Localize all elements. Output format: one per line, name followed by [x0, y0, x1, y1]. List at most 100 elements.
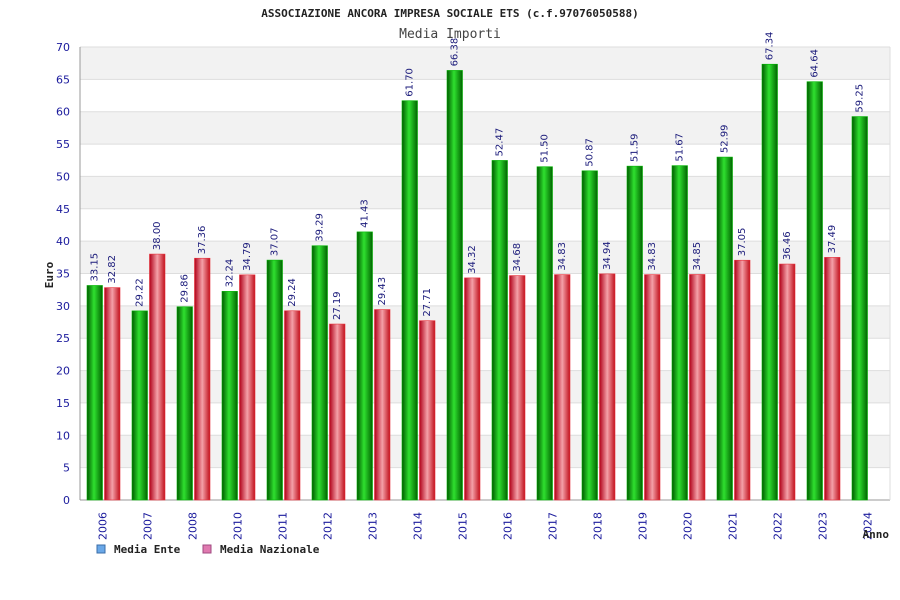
- x-tick-label: 2007: [142, 512, 155, 540]
- bar-media-nazionale: [284, 310, 301, 501]
- y-tick-label: 65: [56, 73, 70, 86]
- x-tick-label: 2017: [547, 512, 560, 540]
- value-label: 34.94: [602, 241, 613, 270]
- x-tick-label: 2016: [502, 512, 515, 540]
- bar-media-nazionale: [689, 274, 706, 501]
- x-axis-ticks: 2006 2007 2008 2010 2011 2012 2013 2014 2015 2016…: [97, 512, 875, 540]
- bar-media-nazionale: [329, 323, 346, 501]
- x-tick-label: 2024: [862, 512, 875, 540]
- bar-media-nazionale: [509, 275, 526, 501]
- value-label: 38.00: [152, 221, 163, 250]
- bar-media-nazionale: [554, 274, 571, 501]
- y-tick-label: 45: [56, 203, 70, 216]
- value-label: 59.25: [855, 84, 866, 113]
- x-tick-label: 2010: [232, 512, 245, 540]
- value-labels: 33.15 32.82 29.22 38.00 29.86 37.36 32.24 34.79…: [90, 32, 866, 320]
- value-label: 32.24: [225, 259, 236, 288]
- y-tick-label: 20: [56, 365, 70, 378]
- value-label: 34.83: [557, 242, 568, 271]
- bar-media-nazionale: [149, 253, 166, 501]
- value-label: 34.32: [467, 245, 478, 274]
- value-label: 52.99: [720, 124, 731, 153]
- value-label: 27.71: [422, 288, 433, 317]
- bar-media-ente: [86, 285, 103, 501]
- bar-media-nazionale: [194, 257, 211, 501]
- bars: [86, 63, 868, 501]
- y-tick-label: 35: [56, 268, 70, 281]
- plot-band: [80, 47, 890, 80]
- value-label: 29.86: [180, 274, 191, 303]
- bar-media-ente: [446, 70, 463, 501]
- y-tick-label: 50: [56, 170, 70, 183]
- chart-title: ASSOCIAZIONE ANCORA IMPRESA SOCIALE ETS …: [261, 7, 639, 20]
- value-label: 64.64: [810, 49, 821, 78]
- y-tick-label: 0: [63, 494, 70, 507]
- value-label: 27.19: [332, 291, 343, 320]
- value-label: 41.43: [360, 199, 371, 228]
- y-tick-label: 25: [56, 332, 70, 345]
- x-tick-label: 2006: [97, 512, 110, 540]
- legend-label-ente: Media Ente: [114, 543, 181, 556]
- value-label: 52.47: [495, 128, 506, 157]
- plot-band: [80, 370, 890, 403]
- plot-band: [80, 241, 890, 274]
- x-tick-label: 2014: [412, 512, 425, 540]
- y-tick-label: 70: [56, 41, 70, 54]
- value-label: 32.82: [107, 255, 118, 284]
- value-label: 61.70: [405, 68, 416, 97]
- y-tick-label: 40: [56, 235, 70, 248]
- bar-media-ente: [761, 63, 778, 501]
- value-label: 37.07: [270, 227, 281, 256]
- x-tick-label: 2008: [187, 512, 200, 540]
- value-label: 34.83: [647, 242, 658, 271]
- bar-media-nazionale: [779, 263, 796, 501]
- y-axis-title: Euro: [43, 261, 56, 288]
- plot-background: [80, 47, 890, 468]
- value-label: 37.36: [197, 226, 208, 255]
- x-tick-label: 2021: [727, 512, 740, 540]
- bar-media-nazionale: [644, 274, 661, 501]
- plot-band: [80, 305, 890, 339]
- value-label: 36.46: [782, 231, 793, 260]
- value-label: 50.87: [585, 138, 596, 167]
- value-label: 66.38: [450, 38, 461, 67]
- plot-band: [80, 111, 890, 145]
- value-label: 29.43: [377, 277, 388, 306]
- value-label: 51.59: [630, 133, 641, 162]
- bar-media-ente: [851, 116, 868, 501]
- bar-media-nazionale: [734, 259, 751, 501]
- bar-media-nazionale: [824, 257, 841, 501]
- y-tick-label: 5: [63, 462, 70, 475]
- bar-media-ente: [491, 160, 508, 501]
- y-axis-ticks: 0 5 10 15 20 25 30 35 40 45 50 55 60 65 70: [56, 41, 70, 507]
- value-label: 29.24: [287, 278, 298, 307]
- bar-media-ente: [716, 156, 733, 501]
- bar-media-ente: [266, 259, 283, 501]
- x-tick-label: 2013: [367, 512, 380, 540]
- bar-media-ente: [581, 170, 598, 501]
- bar-media-ente: [311, 245, 328, 501]
- bar-media-ente: [221, 291, 238, 501]
- value-label: 34.68: [512, 243, 523, 272]
- bar-media-ente: [626, 165, 643, 501]
- value-label: 37.49: [827, 225, 838, 254]
- value-label: 34.85: [692, 242, 703, 271]
- y-tick-label: 30: [56, 300, 70, 313]
- bar-media-ente: [356, 231, 373, 501]
- y-tick-label: 15: [56, 397, 70, 410]
- x-axis-title: Anno: [863, 528, 890, 541]
- x-tick-label: 2012: [322, 512, 335, 540]
- x-tick-label: 2022: [772, 512, 785, 540]
- bar-media-ente: [536, 166, 553, 501]
- plot-band: [80, 435, 890, 468]
- value-label: 51.67: [675, 133, 686, 162]
- legend-label-nazionale: Media Nazionale: [220, 543, 320, 556]
- legend-swatch-ente: [96, 544, 106, 554]
- legend: Media Ente Media Nazionale: [96, 543, 320, 556]
- bar-media-nazionale: [419, 320, 436, 501]
- chart-subtitle: Media Importi: [399, 27, 501, 42]
- x-tick-label: 2011: [277, 512, 290, 540]
- x-tick-label: 2018: [592, 512, 605, 540]
- y-tick-label: 10: [56, 429, 70, 442]
